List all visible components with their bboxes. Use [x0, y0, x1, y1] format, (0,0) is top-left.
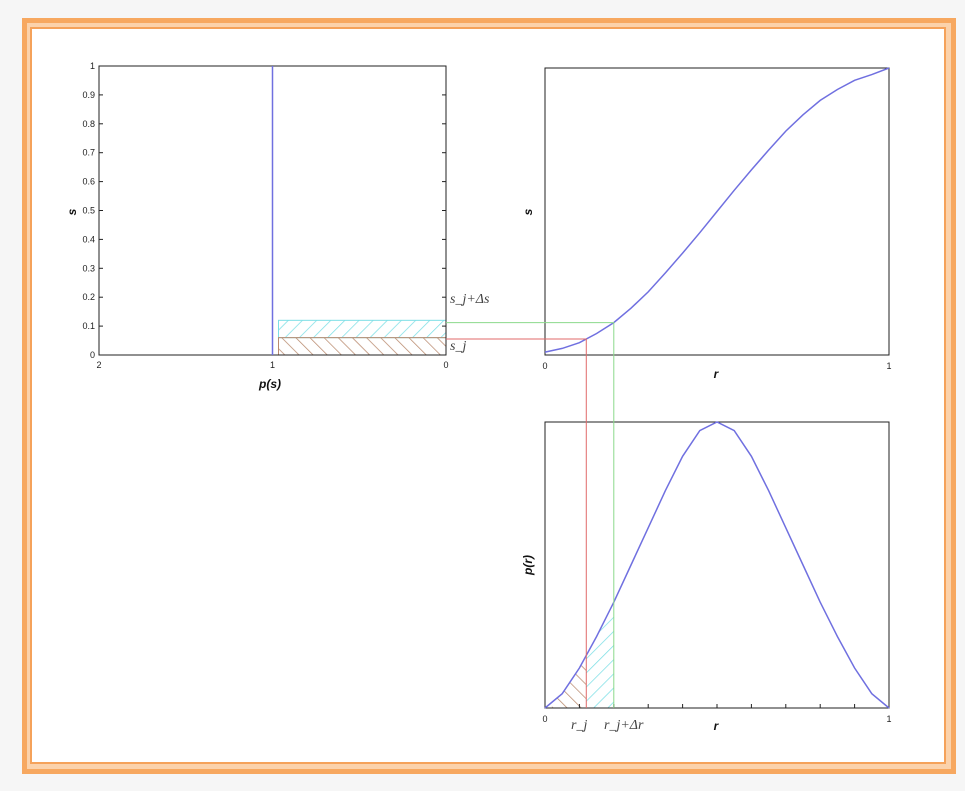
panel-ps: 0 0.1 0.2 0.3 0.4 0.5 0.6 0.7 0.8 0.9 1 2 1 0 p(s) s: [65, 61, 449, 391]
sr-xlabel: r: [714, 367, 720, 381]
ps-band-brown: [278, 337, 447, 356]
ps-y-tick-label: 0.7: [82, 148, 95, 158]
inner-frame: [30, 27, 946, 764]
pr-hatch-brown: [551, 655, 587, 708]
ps-y-tick-label: 0.6: [82, 177, 95, 187]
pr-hatch-cyan: [586, 602, 614, 708]
pr-hatched-regions: [551, 602, 614, 708]
sr-x-tick-label: 0: [542, 361, 547, 371]
sr-ylabel: s: [521, 208, 535, 215]
ps-band-cyan: [278, 319, 447, 339]
ps-x-tick-label: 0: [443, 360, 448, 370]
pr-ylabel: p(r): [521, 555, 535, 576]
ps-x-tick-label: 1: [270, 360, 275, 370]
ps-ylabel: s: [65, 208, 79, 215]
annotation-sj-plus-ds: s_j+Δs: [450, 292, 490, 307]
ps-y-tick-label: 0.5: [82, 206, 95, 216]
ps-bands: [278, 319, 447, 356]
sr-axes-box: [544, 67, 890, 356]
pr-x-tick-label: 0: [542, 714, 547, 724]
sr-x-tick-label: 1: [886, 361, 891, 371]
ps-xlabel: p(s): [258, 377, 281, 391]
ps-y-tick-label: 0.3: [82, 263, 95, 273]
connector-red: [446, 338, 587, 708]
annotation-rj-plus-dr: r_j+Δr: [604, 718, 644, 733]
connector-lines: [446, 322, 615, 708]
pr-xlabel: r: [714, 719, 720, 733]
ps-y-tick-label: 0.2: [82, 292, 95, 302]
ps-y-tick-label: 0.4: [82, 234, 95, 244]
annotation-sj: s_j: [450, 339, 466, 354]
connector-green: [446, 322, 615, 708]
pr-x-tick-label: 1: [886, 714, 891, 724]
ps-y-ticks: 0 0.1 0.2 0.3 0.4 0.5 0.6 0.7 0.8 0.9 1: [82, 61, 446, 360]
ps-y-tick-label: 1: [90, 61, 95, 71]
sr-series-line: [544, 67, 890, 353]
ps-y-tick-label: 0.8: [82, 119, 95, 129]
ps-y-tick-label: 0: [90, 350, 95, 360]
ps-y-tick-label: 0.1: [82, 321, 95, 331]
sr-series: [544, 67, 890, 353]
annotation-rj: r_j: [571, 718, 587, 733]
ps-x-tick-label: 2: [96, 360, 101, 370]
pr-series: [544, 421, 890, 709]
pr-series-line: [544, 421, 890, 709]
ps-y-tick-label: 0.9: [82, 90, 95, 100]
